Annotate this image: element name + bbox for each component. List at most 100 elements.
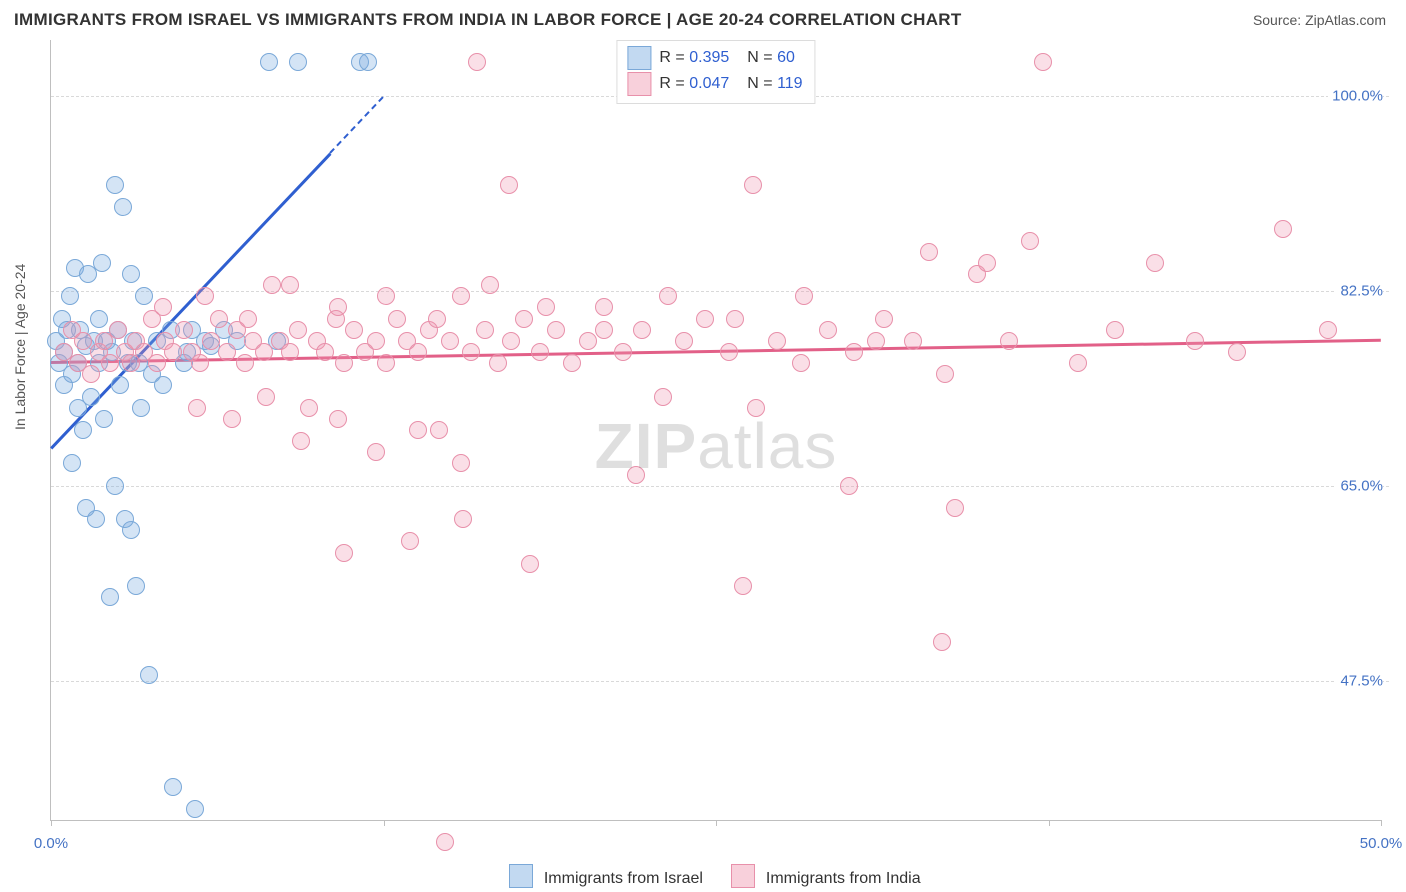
data-point: [768, 332, 786, 350]
data-point: [468, 53, 486, 71]
data-point: [409, 421, 427, 439]
x-tick-mark: [1049, 820, 1050, 826]
data-point: [1228, 343, 1246, 361]
data-point: [191, 354, 209, 372]
r-value-india: 0.047: [689, 75, 729, 92]
data-point: [202, 332, 220, 350]
data-point: [210, 310, 228, 328]
source-label: Source: ZipAtlas.com: [1253, 12, 1386, 28]
data-point: [452, 287, 470, 305]
n-label: N =: [747, 49, 777, 66]
data-point: [377, 354, 395, 372]
y-tick-label: 47.5%: [1336, 672, 1383, 689]
data-point: [300, 399, 318, 417]
data-point: [218, 343, 236, 361]
data-point: [1274, 220, 1292, 238]
data-point: [154, 376, 172, 394]
data-point: [106, 176, 124, 194]
data-point: [654, 388, 672, 406]
data-point: [1069, 354, 1087, 372]
data-point: [627, 466, 645, 484]
data-point: [978, 254, 996, 272]
legend-row-india: R = 0.047 N = 119: [627, 71, 802, 97]
data-point: [476, 321, 494, 339]
data-point: [481, 276, 499, 294]
data-point: [531, 343, 549, 361]
data-point: [74, 332, 92, 350]
data-point: [329, 410, 347, 428]
data-point: [132, 399, 150, 417]
data-point: [430, 421, 448, 439]
data-point: [95, 410, 113, 428]
data-point: [122, 265, 140, 283]
data-point: [148, 354, 166, 372]
legend-label-israel: Immigrants from Israel: [544, 870, 703, 887]
data-point: [1106, 321, 1124, 339]
y-tick-label: 65.0%: [1336, 477, 1383, 494]
data-point: [452, 454, 470, 472]
data-point: [920, 243, 938, 261]
data-point: [845, 343, 863, 361]
x-tick-mark: [384, 820, 385, 826]
data-point: [122, 521, 140, 539]
y-tick-label: 100.0%: [1328, 87, 1383, 104]
data-point: [335, 354, 353, 372]
grid-line: [51, 291, 1389, 292]
r-label: R =: [659, 49, 689, 66]
data-point: [633, 321, 651, 339]
data-point: [281, 276, 299, 294]
data-point: [345, 321, 363, 339]
data-point: [329, 298, 347, 316]
data-point: [335, 544, 353, 562]
data-point: [114, 198, 132, 216]
data-point: [289, 321, 307, 339]
data-point: [77, 499, 95, 517]
data-point: [255, 343, 273, 361]
data-point: [1186, 332, 1204, 350]
data-point: [454, 510, 472, 528]
data-point: [236, 354, 254, 372]
data-point: [1146, 254, 1164, 272]
data-point: [82, 365, 100, 383]
data-point: [840, 477, 858, 495]
legend-label-india: Immigrants from India: [766, 870, 921, 887]
n-value-india: 119: [777, 75, 803, 92]
data-point: [441, 332, 459, 350]
chart-title: IMMIGRANTS FROM ISRAEL VS IMMIGRANTS FRO…: [14, 10, 962, 30]
data-point: [316, 343, 334, 361]
swatch-pink: [731, 864, 755, 888]
legend-series: Immigrants from Israel Immigrants from I…: [0, 864, 1406, 888]
data-point: [359, 53, 377, 71]
data-point: [489, 354, 507, 372]
n-label: N =: [747, 75, 777, 92]
legend-row-israel: R = 0.395N = 60: [627, 45, 802, 71]
data-point: [388, 310, 406, 328]
trend-line: [330, 96, 385, 154]
data-point: [537, 298, 555, 316]
data-point: [93, 254, 111, 272]
data-point: [164, 343, 182, 361]
data-point: [82, 388, 100, 406]
data-point: [747, 399, 765, 417]
data-point: [659, 287, 677, 305]
data-point: [502, 332, 520, 350]
data-point: [726, 310, 744, 328]
r-label: R =: [659, 75, 689, 92]
data-point: [720, 343, 738, 361]
data-point: [696, 310, 714, 328]
data-point: [867, 332, 885, 350]
data-point: [90, 310, 108, 328]
data-point: [1034, 53, 1052, 71]
legend-correlation: R = 0.395N = 60 R = 0.047 N = 119: [616, 40, 815, 104]
data-point: [933, 633, 951, 651]
data-point: [281, 343, 299, 361]
data-point: [792, 354, 810, 372]
data-point: [367, 443, 385, 461]
data-point: [106, 477, 124, 495]
data-point: [135, 287, 153, 305]
data-point: [367, 332, 385, 350]
data-point: [563, 354, 581, 372]
data-point: [579, 332, 597, 350]
data-point: [875, 310, 893, 328]
data-point: [436, 833, 454, 851]
